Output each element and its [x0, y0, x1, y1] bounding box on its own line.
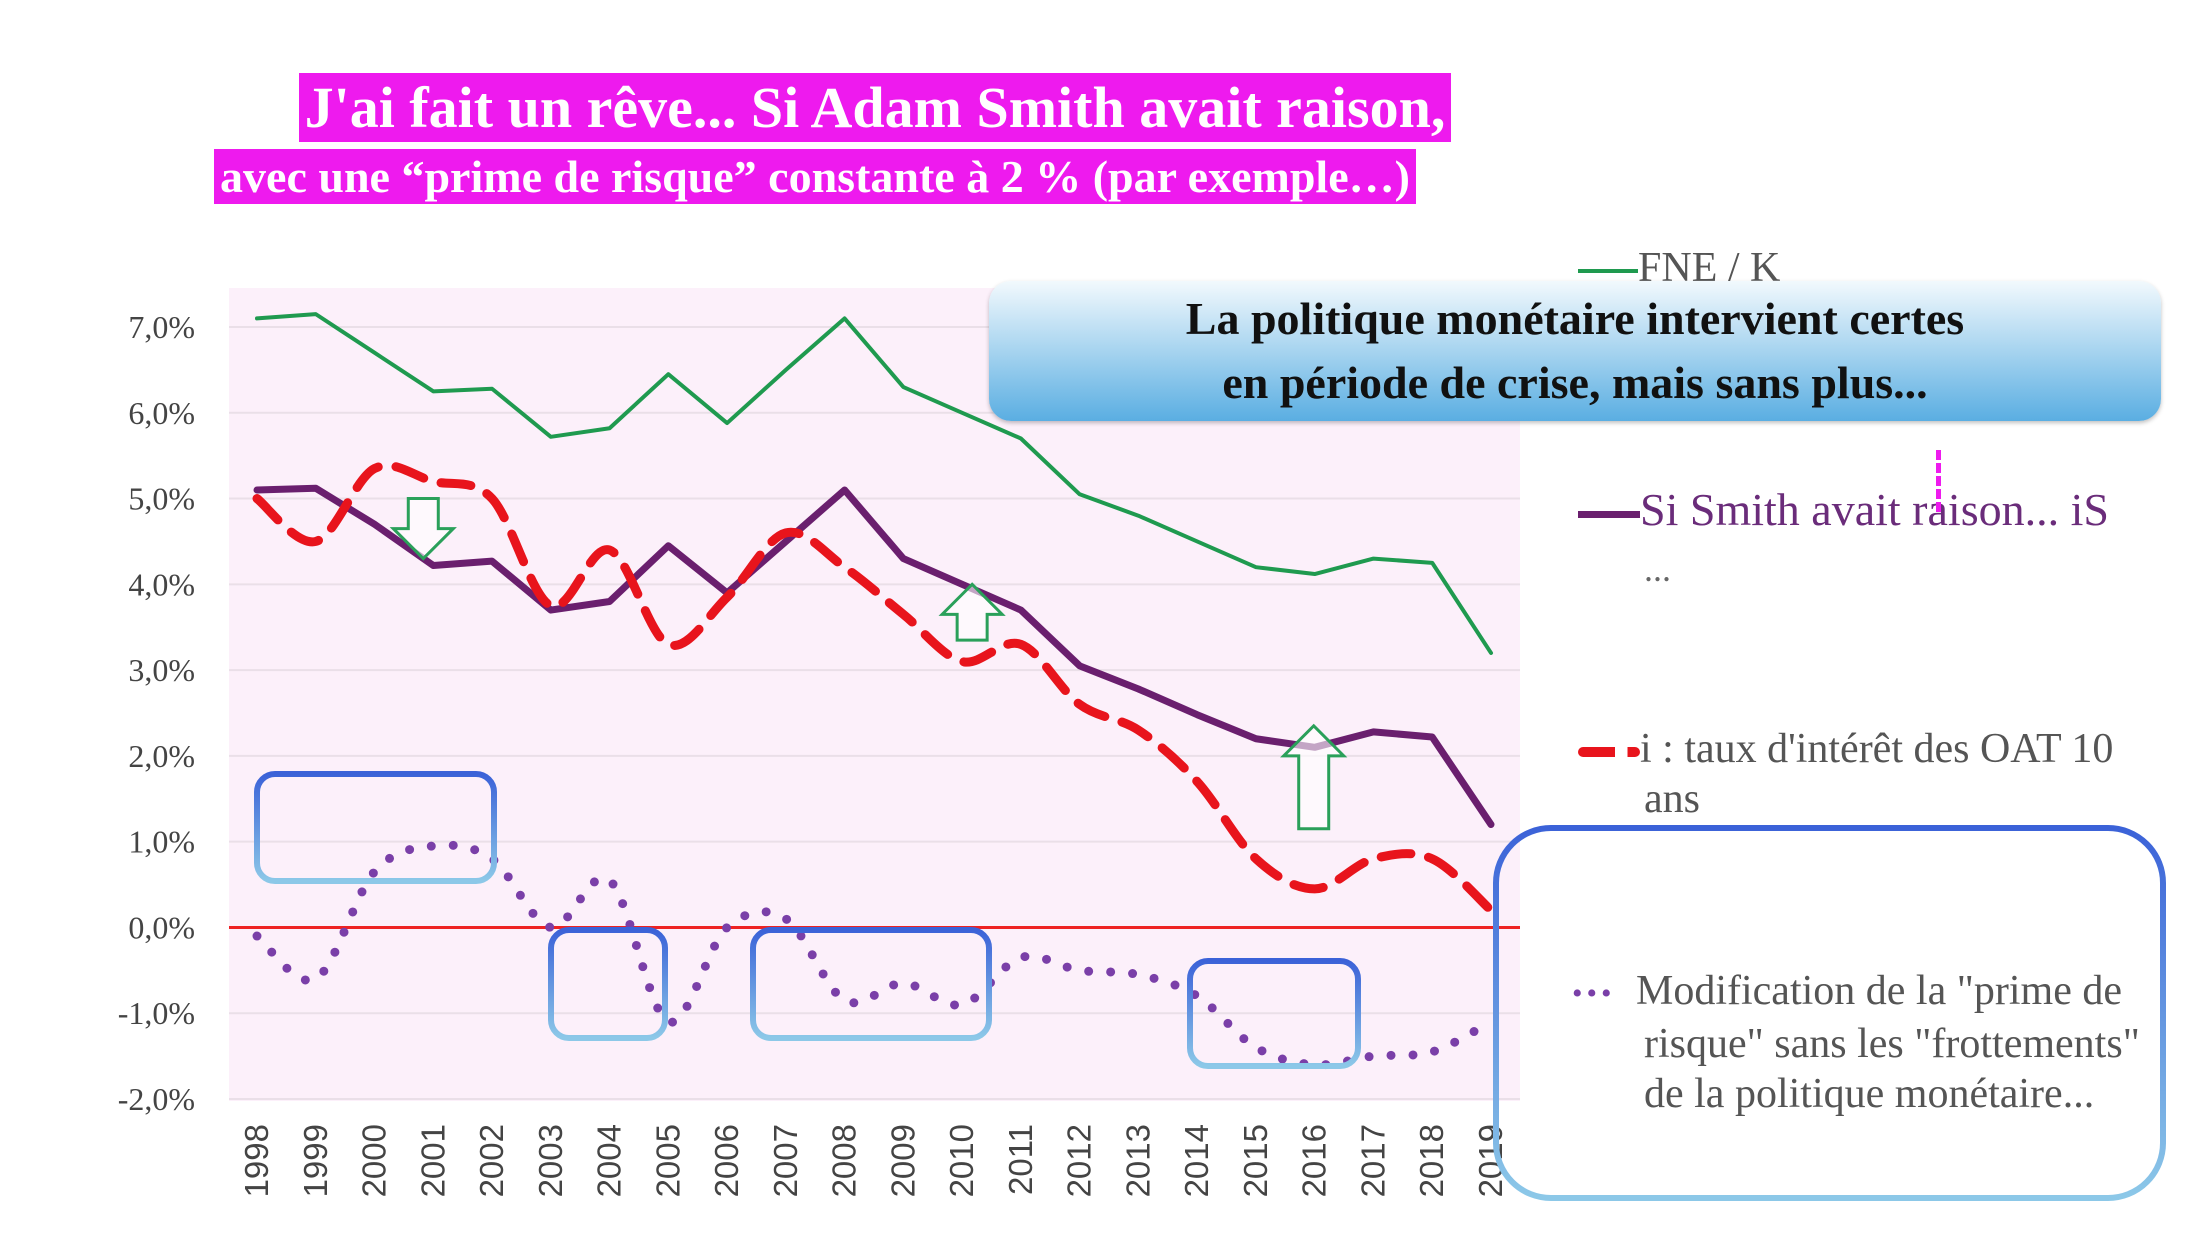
y-tick-label: -2,0%	[118, 1081, 195, 1117]
title-line-2-text: avec une “prime de risque” constante à 2…	[214, 149, 1416, 204]
highlight-box	[1187, 958, 1361, 1069]
x-tick-label: 2002	[473, 1124, 510, 1197]
title-line-1: J'ai fait un rêve... Si Adam Smith avait…	[0, 73, 1975, 142]
title-line-1-text: J'ai fait un rêve... Si Adam Smith avait…	[298, 73, 1452, 142]
plot-area	[229, 288, 1520, 1101]
x-tick-label: 2019	[1472, 1124, 1509, 1197]
x-tick-label: 2014	[1178, 1124, 1215, 1197]
legend-label-smith: Si Smith avait raison... iS	[1640, 484, 2109, 535]
callout-box: La politique monétaire intervient certes…	[989, 281, 2161, 421]
legend-label-prime-cont2: de la politique monétaire...	[1644, 1071, 2095, 1118]
x-tick-label: 2007	[767, 1124, 804, 1197]
x-tick-label: 2003	[532, 1124, 569, 1197]
series-line-oat	[252, 461, 1496, 915]
series-line-smith	[253, 484, 1495, 829]
x-tick-label: 2016	[1296, 1124, 1333, 1197]
highlight-box	[548, 927, 668, 1041]
legend-swatch-prime: •••	[1572, 977, 1616, 1011]
y-tick-label: 4,0%	[128, 566, 195, 602]
x-tick-label: 2015	[1237, 1124, 1274, 1197]
x-tick-label: 2000	[356, 1124, 393, 1197]
x-tick-label: 1999	[297, 1124, 334, 1197]
y-tick-label: 0,0%	[128, 909, 195, 945]
x-tick-label: 2011	[1002, 1124, 1039, 1195]
highlight-box	[254, 771, 497, 884]
legend-swatch-oat	[1578, 747, 1640, 758]
y-tick-label: 2,0%	[128, 738, 195, 774]
legend-item-smith: Si Smith avait raison... iS ...	[1578, 482, 2109, 597]
legend-swatch-fne	[1578, 269, 1638, 274]
x-tick-label: 2004	[591, 1124, 628, 1197]
x-tick-label: 2005	[649, 1124, 686, 1197]
callout-line-2: en période de crise, mais sans plus...	[1222, 357, 1928, 408]
x-tick-label: 2012	[1061, 1124, 1098, 1197]
legend-label-prime: Modification de la "prime de	[1636, 968, 2122, 1014]
y-tick-label: 5,0%	[128, 481, 195, 517]
x-tick-label: 2017	[1354, 1124, 1391, 1197]
y-tick-label: -1,0%	[118, 995, 195, 1031]
series-line-prime	[252, 840, 1496, 1070]
highlight-box	[750, 927, 992, 1041]
legend-swatch-smith	[1578, 510, 1640, 518]
y-tick-label: 7,0%	[128, 309, 195, 345]
x-tick-label: 1998	[238, 1124, 275, 1197]
legend-label-oat-cont: ans	[1644, 776, 1700, 822]
arrow-down-icon	[389, 497, 457, 561]
arrow-up-icon	[938, 582, 1006, 642]
x-tick-label: 2010	[943, 1124, 980, 1197]
y-tick-label: 6,0%	[128, 395, 195, 431]
legend-item-prime: ••• Modification de la "prime de risque" …	[1572, 966, 2140, 1119]
x-tick-label: 2006	[708, 1124, 745, 1197]
y-tick-label: 1,0%	[128, 824, 195, 860]
series-line-fne	[255, 312, 1493, 655]
x-tick-label: 2009	[884, 1124, 921, 1197]
title-line-2: avec une “prime de risque” constante à 2…	[0, 149, 1915, 204]
x-tick-label: 2013	[1119, 1124, 1156, 1197]
text-cursor-icon	[1936, 450, 1949, 512]
x-tick-label: 2001	[414, 1124, 451, 1197]
arrow-up-icon	[1280, 723, 1348, 831]
legend-label-prime-cont: risque" sans les "frottements"	[1644, 1021, 2140, 1068]
legend-label-smith-cont: ...	[1644, 549, 1671, 589]
legend-item-oat: i : taux d'intérêt des OAT 10 ans	[1578, 724, 2113, 824]
legend-label-oat: i : taux d'intérêt des OAT 10	[1640, 726, 2114, 772]
x-tick-label: 2018	[1413, 1124, 1450, 1197]
callout-line-1: La politique monétaire intervient certes	[1185, 293, 1965, 344]
x-tick-label: 2008	[826, 1124, 863, 1197]
y-tick-label: 3,0%	[128, 652, 195, 688]
